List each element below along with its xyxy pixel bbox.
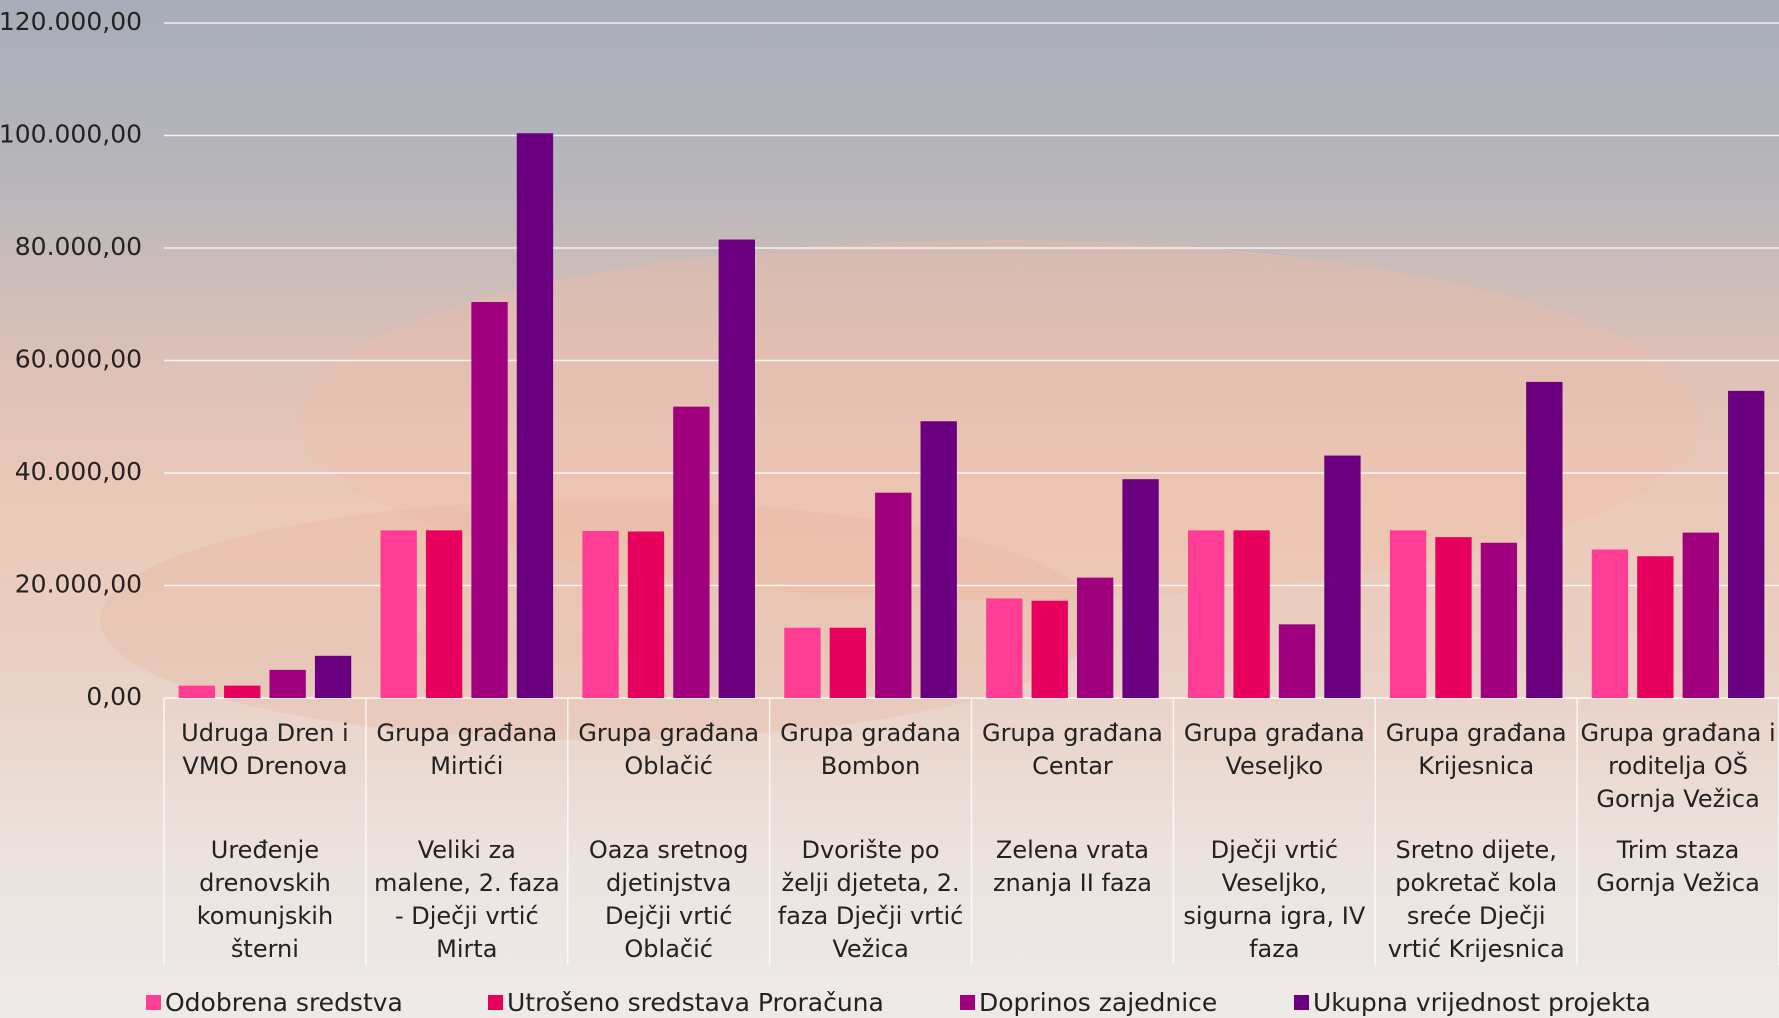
legend-label: Ukupna vrijednost projekta	[1313, 988, 1651, 1017]
bar	[1481, 543, 1517, 698]
bar	[315, 656, 351, 698]
bar	[784, 628, 820, 698]
project-label: Dvorište po želji djeteta, 2. faza Dječj…	[776, 834, 966, 966]
project-label: Zelena vrata znanja II faza	[978, 834, 1168, 900]
y-tick-label: 20.000,00	[15, 570, 142, 599]
x-tick-label: Grupa građana Bombon	[773, 717, 969, 783]
legend-item: Odobrena sredstva	[146, 988, 403, 1017]
y-tick-label: 40.000,00	[15, 457, 142, 486]
project-label: Dječji vrtić Veseljko, sigurna igra, IV …	[1179, 834, 1369, 966]
bar	[1728, 391, 1764, 698]
bar	[1077, 578, 1113, 698]
x-tick-label: Grupa građana Krijesnica	[1378, 717, 1574, 783]
project-label: Sretno dijete, pokretač kola sreće Dječj…	[1381, 834, 1571, 966]
bar	[1279, 624, 1315, 698]
y-tick-label: 0,00	[86, 682, 142, 711]
legend-label: Utrošeno sredstava Proračuna	[507, 988, 884, 1017]
bar	[1683, 533, 1719, 698]
bar	[1637, 556, 1673, 698]
legend-item: Ukupna vrijednost projekta	[1294, 988, 1651, 1017]
x-tick-label: Grupa građana Centar	[975, 717, 1171, 783]
bar	[719, 240, 755, 698]
x-tick-label: Grupa građana Oblačić	[571, 717, 767, 783]
bar	[1526, 382, 1562, 698]
bar	[426, 530, 462, 698]
legend-item: Doprinos zajednice	[960, 988, 1217, 1017]
x-tick-label: Grupa građana i roditelja OŠ Gornja Veži…	[1580, 717, 1776, 816]
y-tick-label: 80.000,00	[15, 232, 142, 261]
legend-swatch	[1294, 995, 1309, 1010]
legend-label: Odobrena sredstva	[165, 988, 403, 1017]
bar	[1324, 456, 1360, 698]
bar	[830, 628, 866, 698]
project-label: Oaza sretnog djetinjstva Dejčji vrtić Ob…	[574, 834, 764, 966]
bar	[1435, 537, 1471, 698]
bar	[179, 686, 215, 698]
bar	[1390, 530, 1426, 698]
legend-swatch	[960, 995, 975, 1010]
bar	[517, 133, 553, 698]
bar	[628, 532, 664, 699]
project-label: Veliki za malene, 2. faza - Dječji vrtić…	[372, 834, 562, 966]
bar	[1233, 530, 1269, 698]
legend-swatch	[146, 995, 161, 1010]
bar	[1032, 601, 1068, 698]
bar	[921, 421, 957, 698]
chart: 0,00 20.000,00 40.000,00 60.000,00 80.000,00…	[0, 0, 1779, 1018]
bar	[471, 302, 507, 698]
legend-label: Doprinos zajednice	[979, 988, 1217, 1017]
y-tick-label: 100.000,00	[0, 120, 142, 149]
bar	[673, 407, 709, 698]
x-tick-label: Udruga Dren i VMO Drenova	[167, 717, 363, 783]
project-label: Trim staza Gornja Vežica	[1583, 834, 1773, 900]
legend-item: Utrošeno sredstava Proračuna	[488, 988, 884, 1017]
x-tick-label: Grupa građana Mirtići	[369, 717, 565, 783]
y-tick-label: 60.000,00	[15, 345, 142, 374]
bar	[582, 531, 618, 698]
project-label: Uređenje drenovskih komunjskih šterni	[170, 834, 360, 966]
y-tick-label: 120.000,00	[0, 7, 142, 36]
x-tick-label: Grupa građana Veseljko	[1176, 717, 1372, 783]
bar	[381, 530, 417, 698]
bar	[269, 670, 305, 698]
bar	[986, 598, 1022, 698]
bar	[1188, 530, 1224, 698]
bar	[224, 686, 260, 698]
bar	[1122, 479, 1158, 698]
legend-swatch	[488, 995, 503, 1010]
bar	[1592, 550, 1628, 699]
bar	[875, 493, 911, 698]
